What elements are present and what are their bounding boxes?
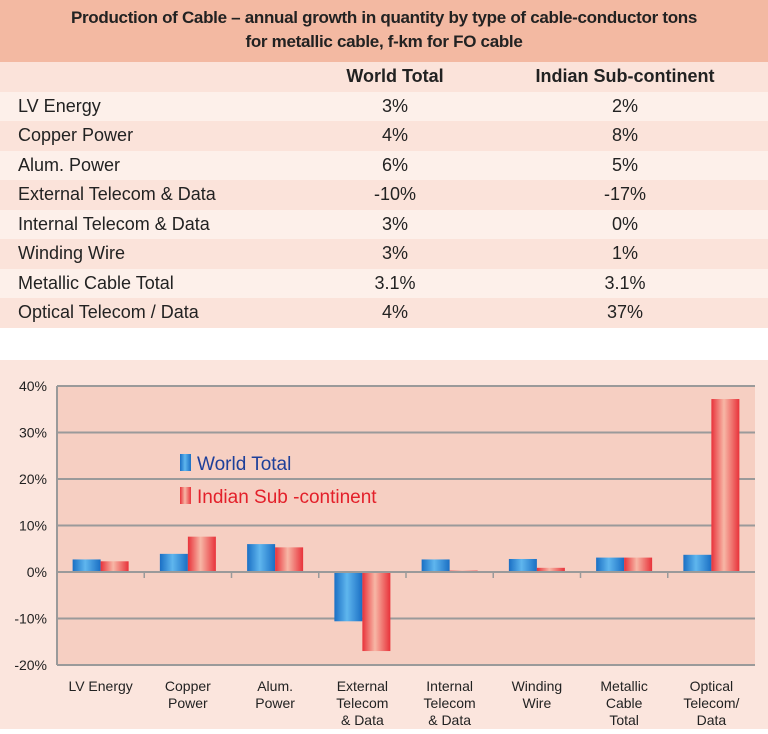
table-row: External Telecom & Data -10% -17% [0,180,768,210]
x-tick-label: LV Energy [68,678,132,694]
x-tick-label: Metallic [600,678,647,694]
x-tick-label: Data [697,712,727,728]
y-tick-label: -10% [14,611,47,627]
y-tick-label: 0% [27,564,47,580]
x-tick-label: Telecom [424,695,476,711]
x-tick-label: Wire [522,695,551,711]
cell-col-1: World Total [346,66,444,87]
legend-swatch [180,487,191,504]
cell-col-2: -17% [603,184,647,205]
cell-col-0: Metallic Cable Total [18,272,174,293]
table-row: Winding Wire 3% 1% [0,239,768,269]
table-header-row: World Total Indian Sub-continent [0,62,768,92]
table-row: Copper Power 4% 8% [0,121,768,151]
cell-col-2: 0% [611,213,638,234]
bar-world [159,553,188,572]
bar-indian [362,572,391,652]
bar-world [247,544,276,572]
cell-col-1: 3% [381,243,408,264]
y-tick-label: 20% [19,471,47,487]
cell-col-1: 6% [381,154,408,175]
table-row: Optical Telecom / Data 4% 37% [0,298,768,328]
y-tick-label: -20% [14,657,47,673]
bar-world [421,559,450,572]
y-tick-label: 30% [19,425,47,441]
bar-world [72,559,101,572]
cell-col-0: Optical Telecom / Data [18,302,199,323]
bar-world [508,558,537,572]
bar-indian [275,547,304,572]
growth-chart: -20% -10% 0% 10% 20% 30% 40% LV Energy Copper Pow… [0,360,768,729]
x-tick-label: Copper [165,678,211,694]
cell-col-2: Indian Sub-continent [535,66,715,87]
y-tick-label: 10% [19,518,47,534]
x-tick-label: Total [609,712,639,728]
cell-col-0: LV Energy [18,95,101,116]
cell-col-2: 37% [606,302,644,323]
growth-table: World Total Indian Sub-continent LV Energy… [0,62,768,328]
cell-col-1: 4% [381,125,408,146]
table-title: Production of Cable – annual growth in q… [0,0,768,62]
x-tick-label: & Data [341,712,384,728]
x-tick-label: Telecom/ [683,695,739,711]
table-row: LV Energy 3% 2% [0,91,768,121]
cell-col-0: Copper Power [18,125,134,146]
bar-indian [624,557,653,572]
cell-col-0: Internal Telecom & Data [18,213,210,234]
bar-world [596,557,625,572]
cell-col-2: 3.1% [604,272,646,293]
cell-col-0: External Telecom & Data [18,184,216,205]
cell-col-1: 3.1% [374,272,416,293]
cell-col-2: 1% [611,243,638,264]
x-tick-label: Alum. [257,678,293,694]
title-line-2: for metallic cable, f-km for FO cable [245,32,523,51]
cell-col-0: Alum. Power [18,154,121,175]
x-tick-label: Internal [426,678,473,694]
cell-col-1: -10% [373,184,417,205]
table-row: Internal Telecom & Data 3% 0% [0,209,768,239]
cell-col-2: 8% [611,125,638,146]
title-line-1: Production of Cable – annual growth in q… [70,8,698,27]
bar-indian [100,561,129,572]
bar-indian [711,399,740,572]
x-tick-label: Cable [606,695,643,711]
bar-indian [536,567,565,572]
x-tick-label: Power [168,695,208,711]
legend-swatch [180,454,191,471]
cell-col-1: 3% [381,95,408,116]
x-tick-label: Winding [512,678,563,694]
x-tick-label: & Data [428,712,471,728]
table-row: Metallic Cable Total 3.1% 3.1% [0,268,768,298]
x-tick-label: External [337,678,388,694]
x-tick-label: Telecom [336,695,388,711]
bar-world [683,554,712,572]
cell-col-2: 2% [611,95,638,116]
cell-col-0: Winding Wire [18,243,126,264]
cell-col-1: 3% [381,213,408,234]
y-tick-label: 40% [19,378,47,394]
legend-label: Indian Sub -continent [197,487,377,508]
cell-col-2: 5% [611,154,638,175]
table-row: Alum. Power 6% 5% [0,150,768,180]
legend-label: World Total [197,454,291,475]
cell-col-1: 4% [381,302,408,323]
bar-world [334,572,363,622]
chart-svg: -20%-10%0%10%20%30%40%LV Energy CopperPow… [14,378,755,728]
x-tick-label: Optical [690,678,734,694]
bar-indian [187,536,216,572]
x-tick-label: Power [255,695,295,711]
